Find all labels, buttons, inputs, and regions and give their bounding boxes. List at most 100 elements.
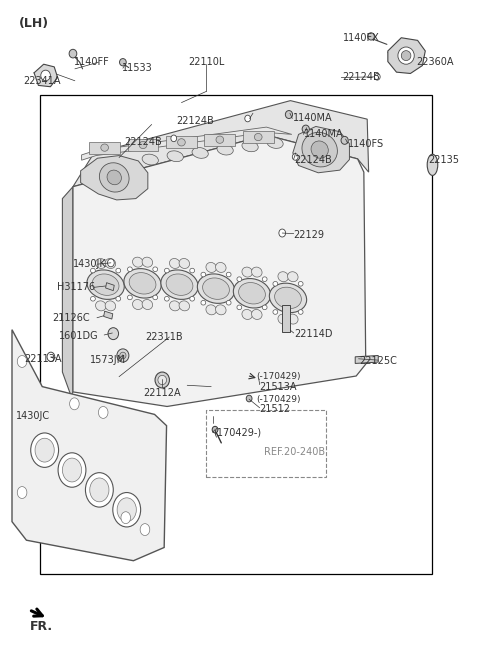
Ellipse shape [427,154,438,175]
Polygon shape [282,305,290,332]
Ellipse shape [87,270,124,299]
Ellipse shape [69,49,77,58]
Ellipse shape [398,47,414,64]
Ellipse shape [246,395,252,402]
Ellipse shape [17,487,27,498]
Ellipse shape [190,297,194,301]
Text: 22135: 22135 [429,155,460,166]
Text: 22360A: 22360A [417,57,454,68]
Ellipse shape [298,281,303,286]
Ellipse shape [178,138,185,146]
Text: 22124B: 22124B [177,116,215,126]
Ellipse shape [98,406,108,418]
Text: 1573JM: 1573JM [90,355,126,365]
Polygon shape [293,126,349,173]
Ellipse shape [239,283,265,304]
Ellipse shape [70,398,79,410]
Ellipse shape [216,262,226,273]
Ellipse shape [285,111,293,118]
Ellipse shape [273,281,278,286]
Ellipse shape [116,268,120,273]
Ellipse shape [190,268,194,273]
Ellipse shape [108,259,114,267]
Text: (170429-): (170429-) [213,427,261,438]
Ellipse shape [142,257,153,267]
Ellipse shape [132,257,143,267]
Ellipse shape [120,352,126,359]
Ellipse shape [91,268,96,273]
Ellipse shape [120,59,126,66]
Bar [40,95,432,574]
Ellipse shape [279,229,286,237]
Ellipse shape [17,355,27,367]
Text: 21513A: 21513A [260,381,297,392]
Polygon shape [73,101,369,187]
Ellipse shape [179,258,190,269]
Ellipse shape [179,301,190,311]
Ellipse shape [302,132,337,167]
Text: 1140MA: 1140MA [293,113,333,124]
Ellipse shape [292,154,298,160]
Ellipse shape [155,372,169,388]
Text: 1140FF: 1140FF [74,56,110,67]
Ellipse shape [165,268,169,273]
Ellipse shape [206,305,216,315]
Ellipse shape [278,314,288,324]
Ellipse shape [233,279,271,308]
Polygon shape [128,139,158,151]
Ellipse shape [242,141,258,152]
Polygon shape [62,187,73,396]
Text: (-170429): (-170429) [256,395,300,404]
Text: H31176: H31176 [57,282,95,293]
Ellipse shape [167,151,183,162]
Ellipse shape [99,163,129,192]
Ellipse shape [242,267,252,277]
Ellipse shape [262,277,267,281]
Text: 22124B: 22124B [124,136,162,147]
Text: 22124B: 22124B [294,154,332,165]
Ellipse shape [197,274,235,303]
Ellipse shape [35,438,54,462]
Text: (LH): (LH) [19,17,49,30]
Ellipse shape [91,297,96,301]
Text: 22125C: 22125C [359,355,397,366]
Polygon shape [82,127,292,160]
Text: FR.: FR. [30,620,53,634]
Text: 21512: 21512 [260,404,291,414]
Ellipse shape [252,267,262,277]
Polygon shape [166,136,197,148]
Ellipse shape [226,301,231,305]
Ellipse shape [105,301,116,311]
Ellipse shape [192,148,208,158]
Ellipse shape [41,70,50,81]
Ellipse shape [117,498,136,522]
Polygon shape [73,135,366,406]
Polygon shape [355,355,378,363]
Ellipse shape [165,297,169,301]
Ellipse shape [206,262,216,273]
Ellipse shape [273,310,278,314]
Text: 22124B: 22124B [342,72,380,83]
Ellipse shape [368,33,374,40]
Ellipse shape [96,301,106,311]
Text: 22311B: 22311B [145,332,183,342]
FancyBboxPatch shape [206,410,326,477]
Ellipse shape [85,473,113,507]
Ellipse shape [269,283,307,312]
Ellipse shape [201,272,206,277]
Ellipse shape [142,154,158,165]
Ellipse shape [275,287,301,308]
Ellipse shape [237,305,242,310]
Ellipse shape [311,141,328,158]
Ellipse shape [124,269,161,298]
Ellipse shape [298,310,303,314]
Ellipse shape [116,297,120,301]
Ellipse shape [237,277,242,281]
Ellipse shape [142,299,153,310]
Polygon shape [388,38,425,73]
Text: 22110L: 22110L [188,57,225,68]
Ellipse shape [302,125,310,133]
Ellipse shape [288,271,298,282]
Text: 22129: 22129 [293,230,324,240]
Ellipse shape [47,352,55,361]
